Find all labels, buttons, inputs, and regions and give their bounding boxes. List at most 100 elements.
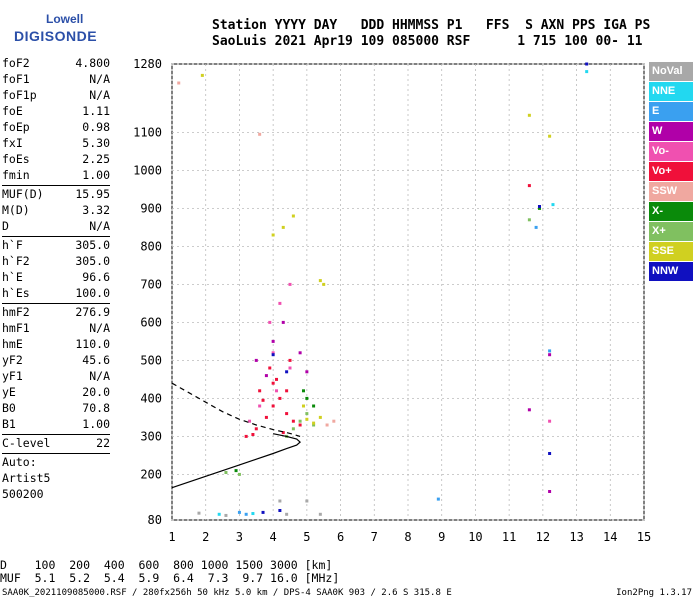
x-tick-label: 15 (637, 530, 651, 544)
param-value: N/A (89, 72, 110, 86)
data-point (298, 351, 302, 355)
data-point (285, 389, 289, 393)
y-tick-label: 1100 (133, 125, 162, 139)
param-name: M(D) (2, 203, 30, 217)
param-row: h`E 96.6 (2, 270, 110, 286)
param-value: 15.95 (75, 187, 110, 201)
data-point (585, 62, 589, 66)
profile-curve (171, 433, 302, 489)
header-line1: Station YYYY DAY DDD HHMMSS P1 FFS S AXN… (212, 18, 651, 33)
auto-line: Auto: (2, 455, 37, 469)
data-point (268, 320, 272, 324)
param-value: N/A (89, 321, 110, 335)
param-name: foF1 (2, 72, 30, 86)
param-row: B0 70.8 (2, 401, 110, 417)
data-point (237, 510, 241, 514)
data-point (305, 412, 309, 416)
data-point (278, 509, 282, 512)
param-value: 45.6 (82, 353, 110, 367)
param-value: 96.6 (82, 270, 110, 284)
y-tick-label: 300 (140, 429, 162, 443)
data-point (281, 431, 285, 435)
x-tick-label: 1 (168, 530, 175, 544)
data-point (288, 282, 292, 286)
data-point (537, 205, 541, 208)
param-row: foF2 4.800 (2, 56, 110, 72)
param-name: fmin (2, 168, 30, 182)
param-row: yE 20.0 (2, 385, 110, 401)
param-value: N/A (89, 369, 110, 383)
param-value: 70.8 (82, 401, 110, 415)
data-point (285, 370, 289, 374)
y-tick-label: 700 (140, 277, 162, 291)
data-point (322, 282, 326, 286)
param-row: D N/A (2, 219, 110, 235)
data-point (332, 419, 336, 423)
param-row: yF2 45.6 (2, 353, 110, 369)
data-point (271, 339, 275, 343)
x-tick-label: 2 (202, 530, 209, 544)
distance-row: D 100 200 400 600 800 1000 1500 3000 [km… (0, 558, 333, 572)
data-point (291, 214, 295, 218)
param-value: N/A (89, 219, 110, 233)
legend-item-w: W (649, 122, 693, 141)
y-tick-label: 1280 (133, 57, 162, 71)
param-row: h`Es 100.0 (2, 286, 110, 302)
param-value: 305.0 (75, 238, 110, 252)
data-point (298, 419, 302, 423)
legend-item-sse: SSE (649, 242, 693, 261)
param-row: B1 1.00 (2, 417, 110, 433)
data-point (585, 70, 589, 74)
param-name: B0 (2, 401, 16, 415)
station-header: Station YYYY DAY DDD HHMMSS P1 FFS S AXN… (212, 18, 650, 50)
param-value: 110.0 (75, 337, 110, 351)
param-value: 20.0 (82, 385, 110, 399)
data-point (305, 370, 309, 374)
legend-item-x: X+ (649, 222, 693, 241)
version-label: Ion2Png 1.3.17 (616, 588, 692, 598)
data-point (261, 398, 265, 402)
data-point (318, 512, 322, 516)
data-point (548, 134, 552, 138)
legend-item-noval: NoVal (649, 62, 693, 81)
logo-line1: Lowell (46, 12, 84, 26)
param-row: M(D) 3.32 (2, 203, 110, 219)
data-point (258, 132, 262, 136)
param-value: 1.00 (82, 168, 110, 182)
data-point (534, 225, 538, 229)
param-row: h`F2 305.0 (2, 254, 110, 270)
data-point (177, 81, 181, 85)
param-value: 100.0 (75, 286, 110, 300)
data-point (281, 320, 285, 324)
data-point (537, 206, 541, 210)
data-point (268, 366, 272, 370)
x-tick-label: 9 (438, 530, 445, 544)
param-name: foEp (2, 120, 30, 134)
legend-item-vo: Vo- (649, 142, 693, 161)
data-point (278, 499, 282, 503)
data-point (548, 353, 552, 357)
data-point (261, 510, 265, 514)
data-point (527, 113, 531, 117)
param-name: C-level (2, 436, 51, 450)
y-tick-label: 1000 (133, 163, 162, 177)
legend-item-vo: Vo+ (649, 162, 693, 181)
param-name: h`F2 (2, 254, 30, 268)
data-point (271, 404, 275, 408)
data-point (234, 469, 238, 473)
param-name: h`Es (2, 286, 30, 300)
param-value: N/A (89, 88, 110, 102)
data-point (285, 412, 289, 416)
x-tick-label: 10 (468, 530, 482, 544)
param-row: foE 1.11 (2, 104, 110, 120)
data-point (251, 433, 255, 436)
data-point (288, 366, 292, 370)
param-value: 2.25 (82, 152, 110, 166)
legend-item-nnw: NNW (649, 262, 693, 281)
x-tick-label: 8 (404, 530, 411, 544)
file-info: SAA0K_2021109085000.RSF / 280fx256h 50 k… (2, 588, 452, 598)
data-point (200, 73, 204, 77)
legend-item-ssw: SSW (649, 182, 693, 201)
data-point (288, 358, 292, 362)
data-point (548, 349, 552, 353)
